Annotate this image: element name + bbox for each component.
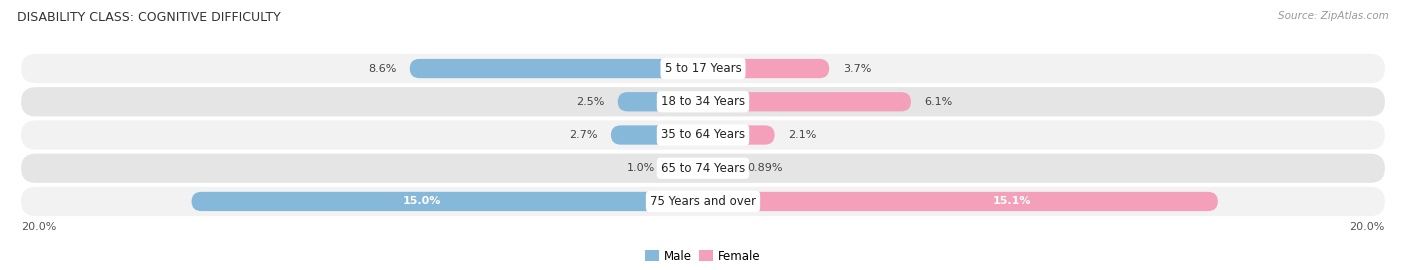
Text: 2.5%: 2.5% xyxy=(575,97,605,107)
FancyBboxPatch shape xyxy=(703,125,775,145)
Text: 2.7%: 2.7% xyxy=(569,130,598,140)
Text: 1.0%: 1.0% xyxy=(627,163,655,173)
Text: 8.6%: 8.6% xyxy=(368,63,396,73)
FancyBboxPatch shape xyxy=(21,54,1385,83)
Text: 2.1%: 2.1% xyxy=(789,130,817,140)
Text: 20.0%: 20.0% xyxy=(1350,222,1385,232)
FancyBboxPatch shape xyxy=(21,187,1385,216)
Text: 5 to 17 Years: 5 to 17 Years xyxy=(665,62,741,75)
FancyBboxPatch shape xyxy=(191,192,703,211)
FancyBboxPatch shape xyxy=(703,158,734,178)
FancyBboxPatch shape xyxy=(703,92,911,112)
FancyBboxPatch shape xyxy=(617,92,703,112)
FancyBboxPatch shape xyxy=(21,120,1385,150)
Text: 75 Years and over: 75 Years and over xyxy=(650,195,756,208)
FancyBboxPatch shape xyxy=(703,192,1218,211)
FancyBboxPatch shape xyxy=(612,125,703,145)
Text: 0.89%: 0.89% xyxy=(747,163,783,173)
Text: Source: ZipAtlas.com: Source: ZipAtlas.com xyxy=(1278,11,1389,21)
Text: 35 to 64 Years: 35 to 64 Years xyxy=(661,129,745,141)
FancyBboxPatch shape xyxy=(669,158,703,178)
FancyBboxPatch shape xyxy=(21,87,1385,116)
Legend: Male, Female: Male, Female xyxy=(641,245,765,267)
Text: 20.0%: 20.0% xyxy=(21,222,56,232)
FancyBboxPatch shape xyxy=(703,59,830,78)
Text: 18 to 34 Years: 18 to 34 Years xyxy=(661,95,745,108)
Text: 3.7%: 3.7% xyxy=(842,63,872,73)
Text: 15.0%: 15.0% xyxy=(402,197,441,207)
FancyBboxPatch shape xyxy=(21,154,1385,183)
FancyBboxPatch shape xyxy=(409,59,703,78)
Text: 15.1%: 15.1% xyxy=(993,197,1031,207)
Text: 6.1%: 6.1% xyxy=(925,97,953,107)
Text: DISABILITY CLASS: COGNITIVE DIFFICULTY: DISABILITY CLASS: COGNITIVE DIFFICULTY xyxy=(17,11,281,24)
Text: 65 to 74 Years: 65 to 74 Years xyxy=(661,162,745,175)
